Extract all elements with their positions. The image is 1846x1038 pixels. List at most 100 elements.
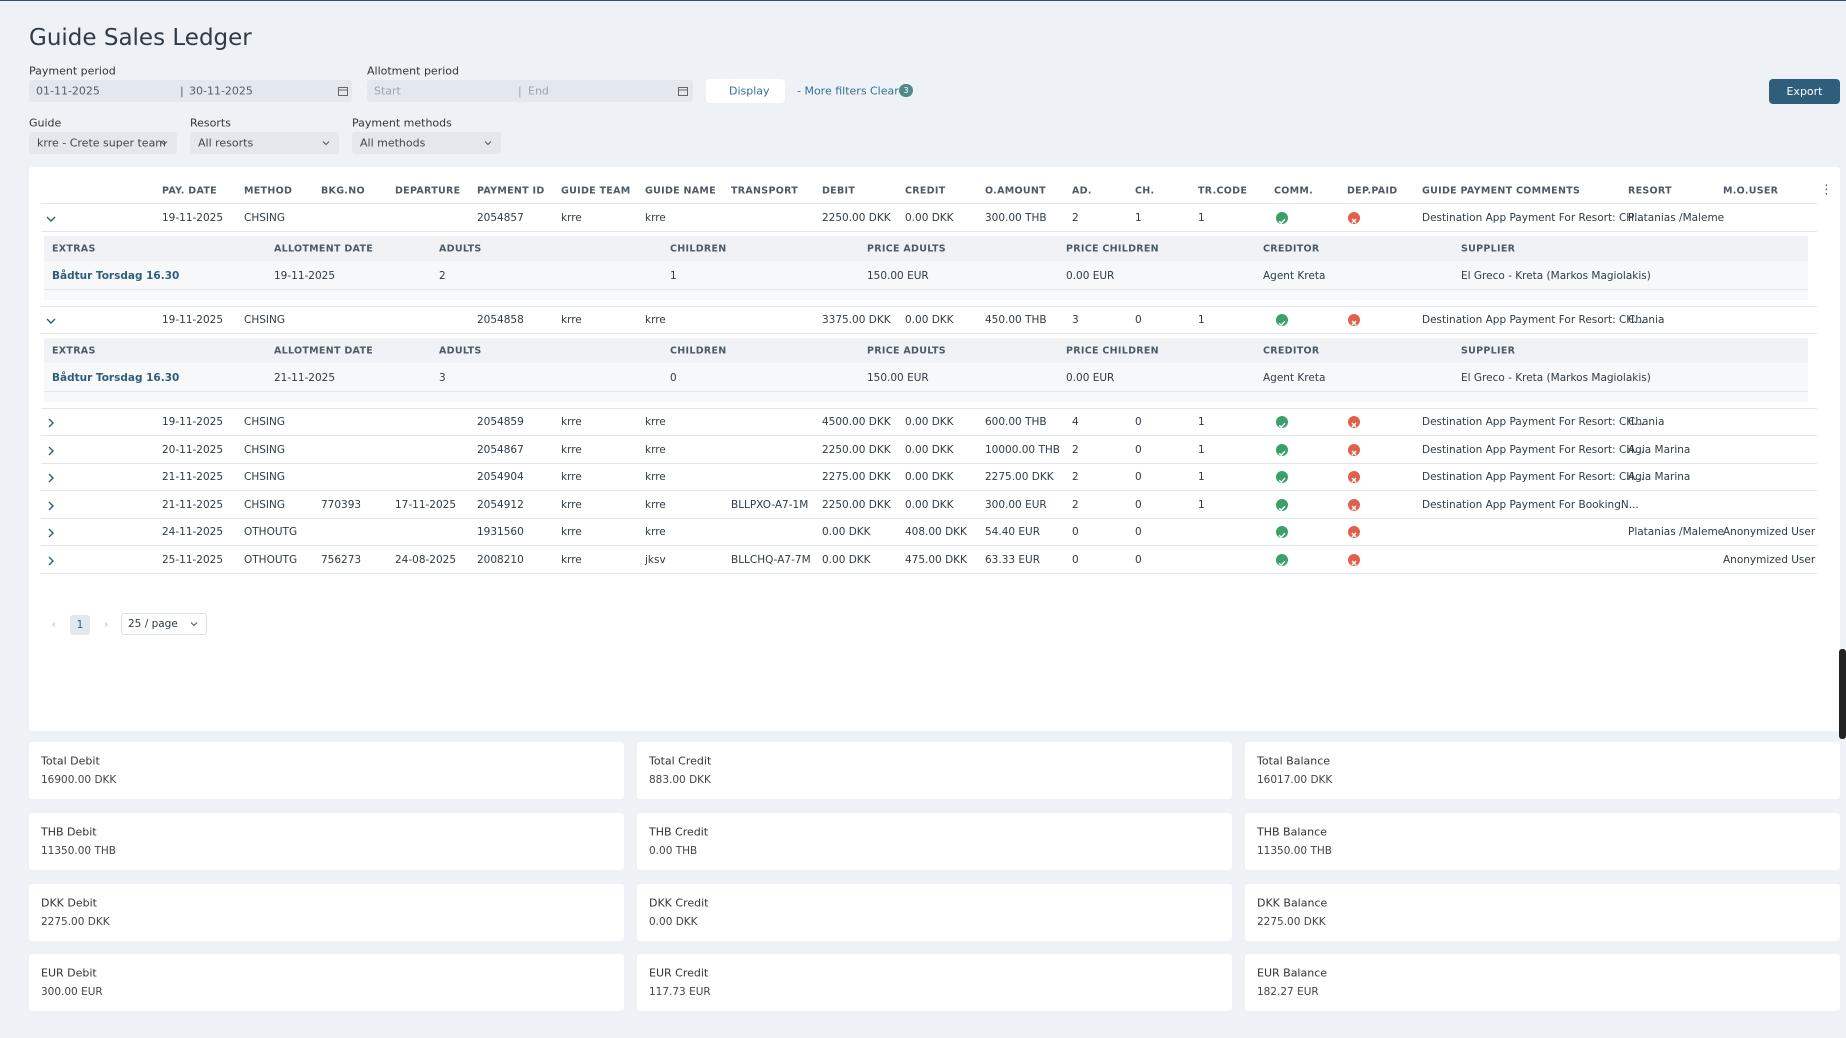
summary-card xyxy=(29,954,624,1011)
expand-toggle[interactable] xyxy=(44,470,58,484)
comm-status-icon xyxy=(1276,499,1288,511)
detail-column-header: ALLOTMENT DATE xyxy=(274,346,373,357)
cell: krre xyxy=(645,444,666,456)
dropdown-arrow xyxy=(483,138,493,148)
cell: 0.00 DKK xyxy=(905,499,954,511)
detail-cell: 0 xyxy=(670,372,677,384)
prev-page[interactable]: ‹ xyxy=(52,620,56,631)
method-value[interactable]: All methods xyxy=(360,137,425,150)
expand-toggle[interactable] xyxy=(44,553,58,567)
summary-card xyxy=(1245,884,1840,941)
cell: 3375.00 DKK xyxy=(822,314,891,326)
cell: 2 xyxy=(1072,499,1079,511)
row-divider xyxy=(41,306,1817,307)
calendar-icon[interactable] xyxy=(337,85,349,97)
row-divider xyxy=(41,231,1817,232)
comm-status-icon xyxy=(1276,471,1288,483)
cell: 450.00 THB xyxy=(985,314,1047,326)
column-header: PAY. DATE xyxy=(162,186,217,197)
display-button-text[interactable]: Display xyxy=(729,85,770,98)
expand-toggle[interactable] xyxy=(44,415,58,429)
expand-toggle[interactable] xyxy=(44,211,58,225)
dep-paid-status-icon xyxy=(1348,212,1360,224)
export-button[interactable]: Export xyxy=(1769,79,1840,104)
cell: 300.00 EUR xyxy=(985,499,1047,511)
cell: 1 xyxy=(1198,471,1205,483)
cell: Destination App Payment For Resort: CH..… xyxy=(1422,212,1644,224)
clear-filters[interactable]: Clear xyxy=(870,85,899,98)
cell: 300.00 THB xyxy=(985,212,1047,224)
expand-toggle[interactable] xyxy=(44,498,58,512)
cell: 2275.00 DKK xyxy=(822,471,891,483)
column-header: PAYMENT ID xyxy=(477,186,545,197)
cell: Chania xyxy=(1628,314,1664,326)
cell: Platanias /Maleme xyxy=(1628,212,1724,224)
summary-label: EUR Credit xyxy=(649,967,708,980)
page-number[interactable]: 1 xyxy=(70,615,90,635)
cell: CHSING xyxy=(244,416,285,428)
expand-toggle[interactable] xyxy=(44,443,58,457)
column-header: AD. xyxy=(1072,186,1092,197)
column-header: BKG.NO xyxy=(321,186,365,197)
date-end[interactable]: End xyxy=(528,85,549,98)
comm-status-icon xyxy=(1276,444,1288,456)
resort-value[interactable]: All resorts xyxy=(198,137,253,150)
date-start[interactable]: Start xyxy=(374,85,401,98)
cell: krre xyxy=(561,212,582,224)
cell: 24-11-2025 xyxy=(162,526,223,538)
cell: 2250.00 DKK xyxy=(822,212,891,224)
row-divider xyxy=(41,203,1817,204)
calendar-icon[interactable] xyxy=(677,85,689,97)
summary-value: 883.00 DKK xyxy=(649,774,711,786)
column-header: CREDIT xyxy=(905,186,945,197)
summary-label: THB Credit xyxy=(649,826,708,839)
cell: Agia Marina xyxy=(1628,471,1690,483)
date-start[interactable]: 01-11-2025 xyxy=(36,85,100,98)
filter-count-badge: 3 xyxy=(899,84,913,97)
date-end[interactable]: 30-11-2025 xyxy=(189,85,253,98)
column-header: O.AMOUNT xyxy=(985,186,1046,197)
cell: BLLCHQ-A7-7M xyxy=(731,554,811,566)
dropdown-arrow xyxy=(321,138,331,148)
cell: CHSING xyxy=(244,212,285,224)
cell: CHSING xyxy=(244,444,285,456)
detail-cell: Agent Kreta xyxy=(1263,372,1325,384)
scrollbar-thumb[interactable] xyxy=(1839,649,1846,739)
cell: 0 xyxy=(1135,416,1142,428)
dep-paid-status-icon xyxy=(1348,416,1360,428)
cell: 19-11-2025 xyxy=(162,212,223,224)
column-header: TRANSPORT xyxy=(731,186,798,197)
dep-paid-status-icon xyxy=(1348,471,1360,483)
cell: krre xyxy=(645,499,666,511)
row-divider xyxy=(41,463,1817,464)
cell: 2008210 xyxy=(477,554,524,566)
cell: 756273 xyxy=(321,554,361,566)
more-filters[interactable]: - More filters xyxy=(797,85,867,98)
column-header: GUIDE TEAM xyxy=(561,186,631,197)
row-divider xyxy=(41,518,1817,519)
detail-column-header: PRICE CHILDREN xyxy=(1066,346,1159,357)
cell: 1931560 xyxy=(477,526,524,538)
cell: krre xyxy=(645,526,666,538)
detail-cell: 0.00 EUR xyxy=(1066,372,1114,384)
summary-value: 182.27 EUR xyxy=(1257,986,1319,998)
row-divider xyxy=(41,490,1817,491)
summary-value: 2275.00 DKK xyxy=(41,916,110,928)
column-header: GUIDE NAME xyxy=(645,186,716,197)
cell: 0.00 DKK xyxy=(905,444,954,456)
next-page[interactable]: › xyxy=(104,620,108,631)
cell: 21-11-2025 xyxy=(162,471,223,483)
cell: 2275.00 DKK xyxy=(985,471,1054,483)
summary-card xyxy=(637,954,1232,1011)
guide-value[interactable]: krre - Crete super team xyxy=(37,137,166,150)
cell: Platanias /Maleme xyxy=(1628,526,1724,538)
cell: 2 xyxy=(1072,212,1079,224)
comm-status-icon xyxy=(1276,416,1288,428)
column-header: TR.CODE xyxy=(1198,186,1247,197)
page-size[interactable]: 25 / page xyxy=(128,618,178,630)
expand-toggle[interactable] xyxy=(44,525,58,539)
cell: 0.00 DKK xyxy=(822,554,871,566)
column-header: DEP.PAID xyxy=(1347,186,1397,197)
expand-toggle[interactable] xyxy=(44,313,58,327)
summary-value: 16900.00 DKK xyxy=(41,774,116,786)
